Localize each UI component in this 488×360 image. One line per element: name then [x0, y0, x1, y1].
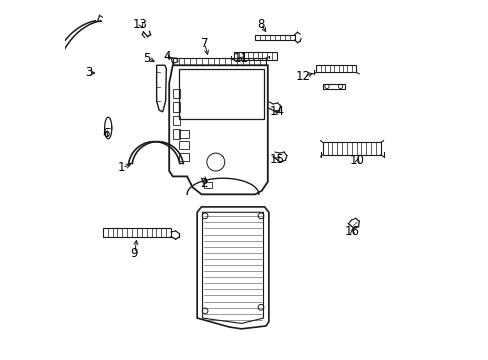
Text: 1: 1 [118, 161, 125, 174]
Text: 12: 12 [296, 69, 310, 82]
Text: 3: 3 [84, 66, 92, 79]
Text: 9: 9 [130, 247, 138, 260]
Text: 5: 5 [143, 51, 150, 64]
Text: 8: 8 [256, 18, 264, 31]
Text: 11: 11 [233, 51, 248, 64]
Text: 2: 2 [200, 177, 208, 190]
Text: 10: 10 [349, 154, 364, 167]
Text: 7: 7 [200, 37, 208, 50]
Text: 15: 15 [269, 153, 284, 166]
Text: 4: 4 [163, 50, 170, 63]
Text: 6: 6 [102, 127, 110, 140]
Text: 14: 14 [269, 105, 284, 118]
Text: 16: 16 [344, 225, 359, 238]
Text: 13: 13 [133, 18, 148, 31]
